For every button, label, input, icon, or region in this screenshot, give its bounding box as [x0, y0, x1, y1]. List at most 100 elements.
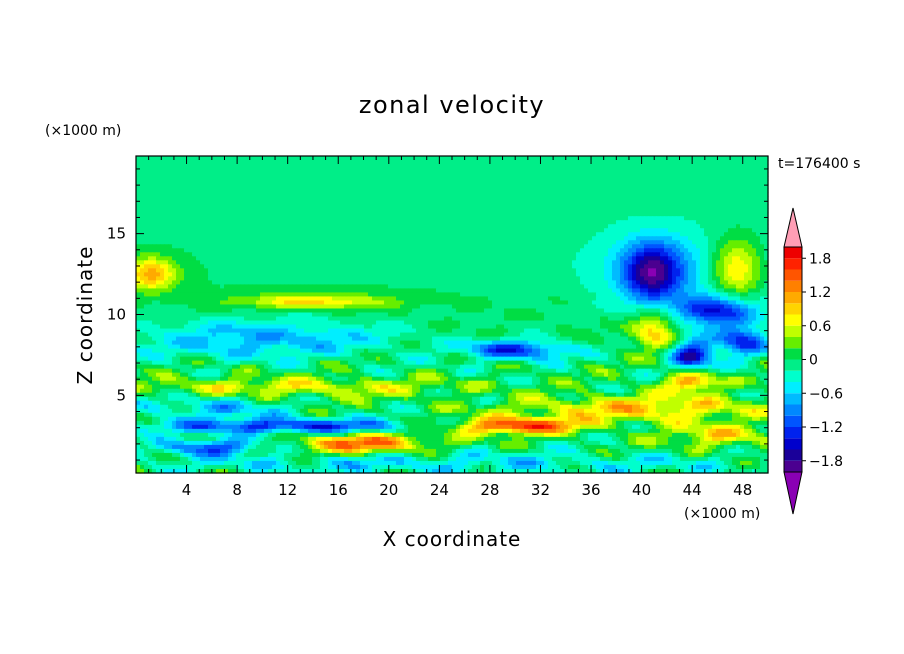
field-cell — [544, 196, 549, 201]
field-cell — [596, 196, 601, 201]
field-cell — [456, 160, 461, 165]
field-cell — [596, 236, 601, 241]
field-cell — [548, 208, 553, 213]
field-cell — [552, 212, 557, 217]
field-cell — [668, 264, 673, 269]
field-cell — [716, 160, 721, 165]
field-cell — [544, 260, 549, 265]
field-cell — [760, 188, 765, 193]
field-cell — [144, 172, 149, 177]
field-cell — [200, 204, 205, 209]
field-cell — [552, 232, 557, 237]
field-cell — [756, 176, 761, 181]
field-cell — [188, 200, 193, 205]
field-cell — [596, 176, 601, 181]
field-cell — [640, 192, 645, 197]
field-cell — [356, 264, 361, 269]
field-cell — [660, 208, 665, 213]
field-cell — [536, 232, 541, 237]
field-cell — [520, 260, 525, 265]
field-cell — [680, 252, 685, 257]
field-cell — [240, 264, 245, 269]
field-cell — [764, 176, 769, 181]
field-cell — [532, 236, 537, 241]
field-cell — [508, 272, 513, 277]
field-cell — [496, 184, 501, 189]
field-cell — [424, 164, 429, 169]
field-cell — [624, 168, 629, 173]
field-cell — [528, 236, 533, 241]
field-cell — [192, 172, 197, 177]
field-cell — [140, 184, 145, 189]
field-cell — [344, 240, 349, 245]
field-cell — [604, 204, 609, 209]
field-cell — [704, 276, 709, 281]
field-cell — [388, 196, 393, 201]
field-cell — [648, 192, 653, 197]
field-cell — [300, 228, 305, 233]
field-cell — [216, 156, 221, 161]
field-cell — [248, 156, 253, 161]
field-cell — [212, 252, 217, 257]
field-cell — [416, 168, 421, 173]
field-cell — [752, 212, 757, 217]
field-cell — [676, 196, 681, 201]
field-cell — [564, 164, 569, 169]
field-cell — [312, 224, 317, 229]
field-cell — [460, 236, 465, 241]
field-cell — [156, 160, 161, 165]
field-cell — [236, 240, 241, 245]
field-cell — [288, 260, 293, 265]
field-cell — [224, 228, 229, 233]
field-cell — [420, 164, 425, 169]
field-cell — [204, 232, 209, 237]
field-cell — [684, 252, 689, 257]
field-cell — [180, 172, 185, 177]
field-cell — [304, 272, 309, 277]
field-cell — [744, 264, 749, 269]
field-cell — [144, 196, 149, 201]
field-cell — [556, 192, 561, 197]
field-cell — [488, 248, 493, 253]
field-cell — [504, 168, 509, 173]
field-cell — [232, 176, 237, 181]
field-cell — [580, 216, 585, 221]
field-cell — [524, 240, 529, 245]
field-cell — [696, 268, 701, 273]
field-cell — [556, 272, 561, 277]
field-cell — [700, 172, 705, 177]
field-cell — [408, 220, 413, 225]
field-cell — [652, 232, 657, 237]
field-cell — [632, 168, 637, 173]
field-cell — [524, 176, 529, 181]
field-cell — [476, 276, 481, 281]
field-cell — [220, 264, 225, 269]
field-cell — [336, 280, 341, 285]
field-cell — [232, 208, 237, 213]
field-cell — [684, 168, 689, 173]
field-cell — [364, 180, 369, 185]
field-cell — [404, 260, 409, 265]
field-cell — [280, 200, 285, 205]
field-cell — [324, 188, 329, 193]
field-cell — [144, 188, 149, 193]
field-cell — [648, 164, 653, 169]
field-cell — [148, 216, 153, 221]
field-cell — [576, 276, 581, 281]
field-cell — [756, 256, 761, 261]
field-cell — [572, 236, 577, 241]
field-cell — [492, 188, 497, 193]
field-cell — [292, 236, 297, 241]
field-cell — [588, 228, 593, 233]
field-cell — [364, 224, 369, 229]
field-cell — [496, 244, 501, 249]
field-cell — [288, 272, 293, 277]
field-cell — [140, 276, 145, 281]
field-cell — [700, 260, 705, 265]
field-cell — [292, 244, 297, 249]
field-cell — [196, 272, 201, 277]
field-cell — [740, 168, 745, 173]
field-cell — [240, 160, 245, 165]
field-cell — [476, 196, 481, 201]
field-cell — [396, 280, 401, 285]
